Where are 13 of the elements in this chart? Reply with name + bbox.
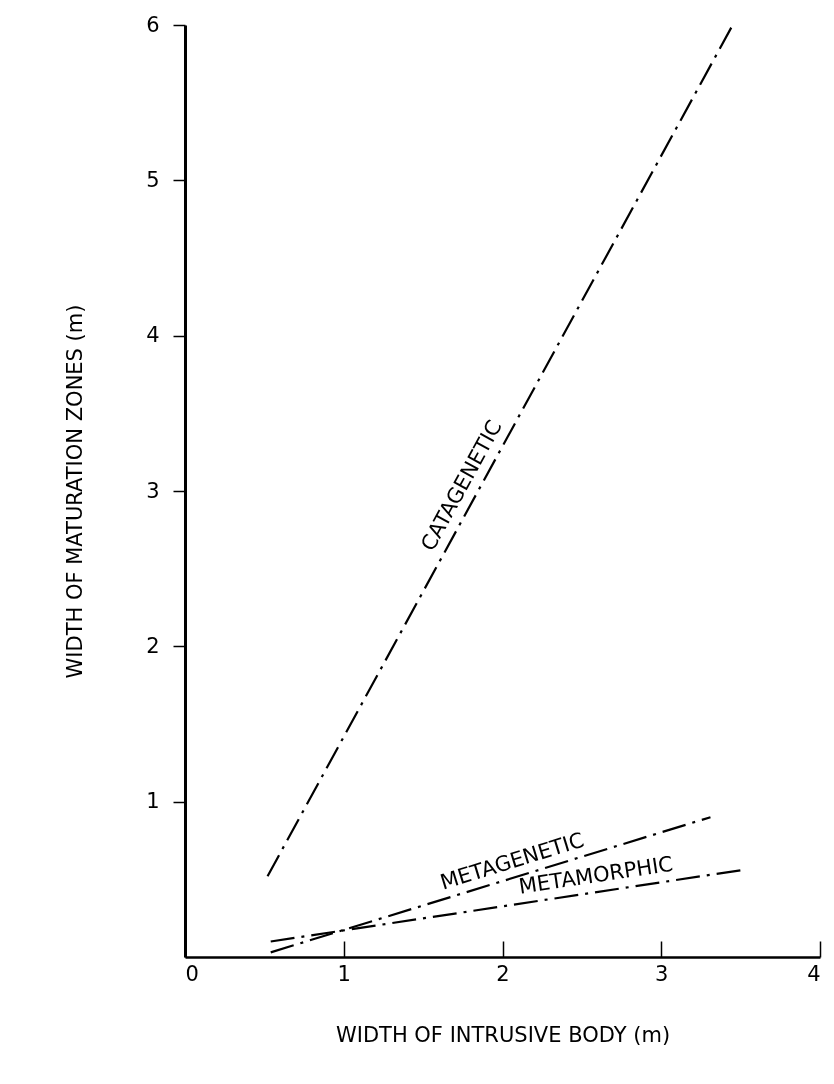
- y-tick-label: 1: [146, 789, 160, 814]
- y-tick-label: 4: [146, 323, 160, 348]
- y-tick-label: 5: [146, 167, 160, 192]
- y-tick-label: 3: [146, 478, 160, 503]
- y-axis-title: WIDTH OF MATURATION ZONES (m): [63, 304, 88, 679]
- x-tick-label: 1: [337, 961, 351, 986]
- x-tick-label: 4: [807, 961, 821, 986]
- x-tick-label: 0: [185, 961, 199, 986]
- x-tick-label: 2: [496, 961, 510, 986]
- y-tick-label: 6: [146, 12, 160, 37]
- x-tick-label: 3: [655, 961, 669, 986]
- x-axis-title: WIDTH OF INTRUSIVE BODY (m): [335, 1022, 671, 1047]
- y-tick-label: 2: [146, 633, 160, 658]
